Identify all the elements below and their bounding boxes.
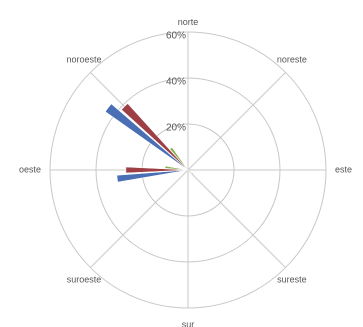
tick-label-0: 20% xyxy=(166,123,186,134)
bar-s2-noroeste xyxy=(169,147,189,171)
direction-label-este: este xyxy=(335,164,352,174)
direction-label-noroeste: noroeste xyxy=(67,54,102,64)
tick-label-2: 60% xyxy=(166,31,186,42)
spoke-sureste xyxy=(187,169,286,268)
direction-label-suroeste: suroeste xyxy=(67,274,102,284)
radial-tick-labels: 20% 40% 60% xyxy=(166,31,186,134)
bar-s0-oeste xyxy=(116,169,189,183)
tick-label-1: 40% xyxy=(166,77,186,88)
direction-label-oeste: oeste xyxy=(19,164,41,174)
bar-s1-noroeste xyxy=(121,103,189,171)
bar-series xyxy=(105,103,194,183)
direction-label-sur: sur xyxy=(182,319,195,327)
spoke-suroeste xyxy=(90,169,189,268)
spoke-noreste xyxy=(187,72,286,171)
direction-labels: norte noreste este sureste sur suroeste oeste n… xyxy=(19,17,352,327)
bar-s2-oeste xyxy=(164,165,189,171)
bar-s1-oeste xyxy=(125,166,189,174)
bar-s0-noroeste xyxy=(105,103,189,171)
direction-label-noreste: noreste xyxy=(277,54,307,64)
direction-label-norte: norte xyxy=(178,17,199,27)
bar-s1-sureste xyxy=(187,169,192,174)
direction-label-sureste: sureste xyxy=(277,274,307,284)
